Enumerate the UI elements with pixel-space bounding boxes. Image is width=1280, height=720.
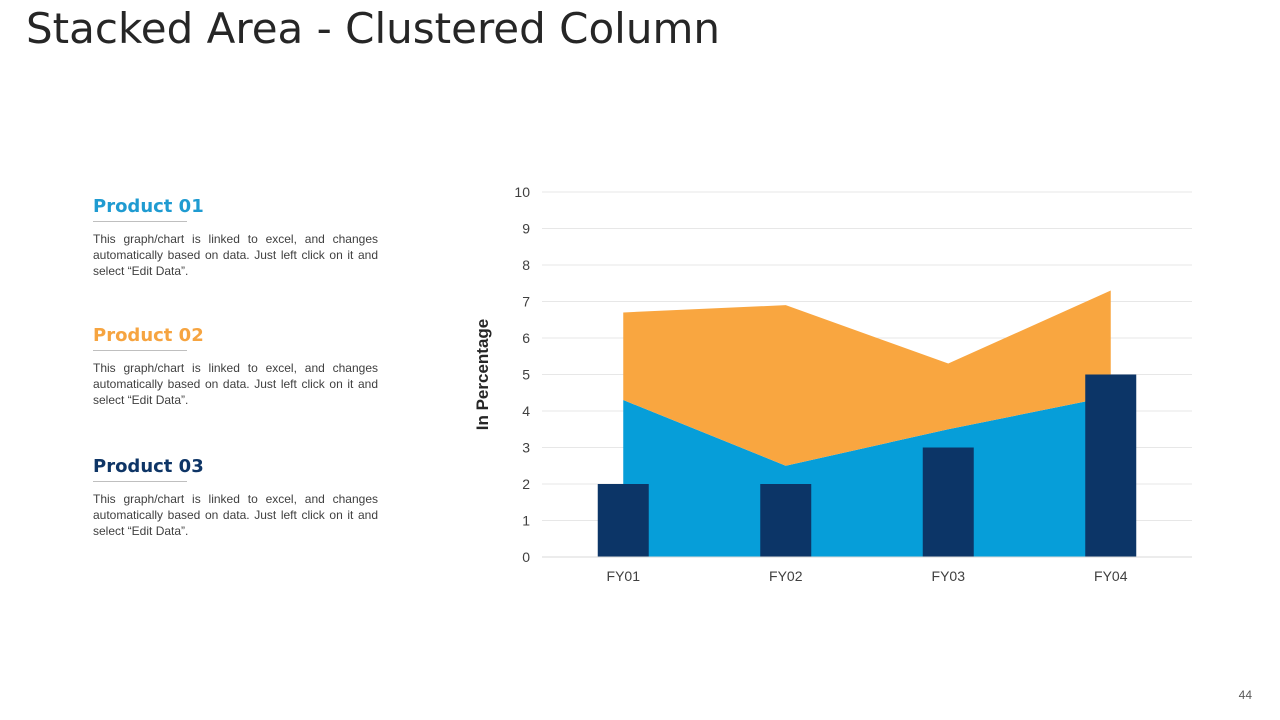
product-03-description: This graph/chart is linked to excel, and… <box>93 492 378 538</box>
column-bar-fy02 <box>760 484 812 557</box>
column-bar-fy01 <box>597 484 649 557</box>
y-tick-label: 3 <box>522 440 530 456</box>
column-bar-fy04 <box>1085 374 1137 557</box>
y-tick-label: 1 <box>522 513 530 529</box>
x-tick-label: FY03 <box>932 568 966 584</box>
area-series-1 <box>623 396 1111 557</box>
y-tick-label: 8 <box>522 257 530 273</box>
product-03-heading: Product 03 <box>93 456 204 477</box>
x-tick-label: FY04 <box>1094 568 1128 584</box>
page-number: 44 <box>1238 688 1252 702</box>
product-03-divider <box>93 481 187 482</box>
x-tick-label: FY01 <box>607 568 641 584</box>
product-01-block: Product 01 This graph/chart is linked to… <box>93 196 378 279</box>
y-tick-label: 5 <box>522 367 530 383</box>
product-03-block: Product 03 This graph/chart is linked to… <box>93 456 378 539</box>
product-01-description: This graph/chart is linked to excel, and… <box>93 232 378 278</box>
product-02-divider <box>93 350 187 351</box>
y-tick-label: 2 <box>522 476 530 492</box>
y-axis-title: In Percentage <box>473 319 492 431</box>
product-01-heading: Product 01 <box>93 196 204 217</box>
y-tick-label: 6 <box>522 330 530 346</box>
product-01-divider <box>93 221 187 222</box>
product-02-heading: Product 02 <box>93 325 204 346</box>
y-tick-label: 7 <box>522 294 530 310</box>
product-02-description: This graph/chart is linked to excel, and… <box>93 361 378 407</box>
y-tick-label: 0 <box>522 549 530 565</box>
product-02-block: Product 02 This graph/chart is linked to… <box>93 325 378 408</box>
column-bar-fy03 <box>922 447 974 557</box>
area-series-2 <box>623 290 1111 466</box>
y-tick-label: 9 <box>522 221 530 237</box>
y-tick-label: 10 <box>514 184 530 200</box>
y-tick-label: 4 <box>522 403 530 419</box>
stacked-area-column-chart: 0 1 2 3 4 5 6 7 8 9 10 FY01 FY02 FY03 FY04 In Percentag… <box>473 184 1192 584</box>
slide-title: Stacked Area - Clustered Column <box>26 4 720 53</box>
x-tick-label: FY02 <box>769 568 803 584</box>
